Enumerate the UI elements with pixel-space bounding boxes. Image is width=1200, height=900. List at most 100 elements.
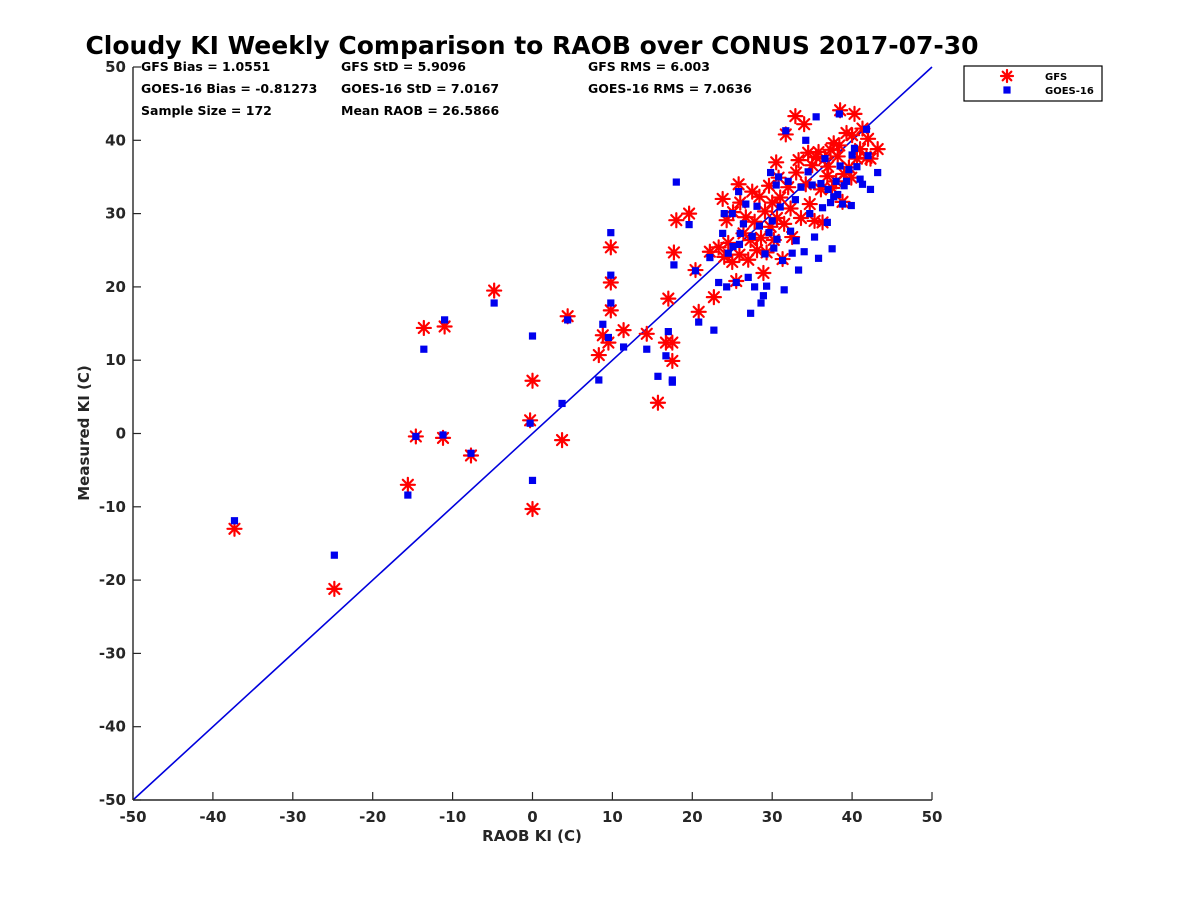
data-point (782, 200, 799, 217)
data-point (763, 282, 771, 290)
stats-block: GFS Bias = 1.0551 GFS StD = 5.9096 GFS R… (141, 59, 752, 118)
data-point (706, 253, 714, 262)
data-point (604, 333, 613, 342)
data-point (735, 240, 744, 248)
data-point (755, 222, 764, 230)
stat-mean-raob: Mean RAOB = 26.5866 (341, 103, 499, 118)
data-point (864, 152, 872, 160)
data-point (326, 580, 343, 597)
data-point (801, 195, 818, 213)
plot-area (132, 66, 933, 801)
data-point (602, 239, 619, 256)
data-point (746, 213, 763, 230)
data-point (710, 326, 718, 334)
y-tick-label: 30 (105, 205, 126, 223)
y-tick-label: -30 (99, 644, 126, 662)
data-point (796, 116, 813, 133)
data-point (490, 299, 498, 307)
data-point (847, 201, 855, 210)
stat-gfs-bias: GFS Bias = 1.0551 (141, 59, 270, 74)
data-point (821, 155, 829, 163)
y-tick-label: 10 (105, 351, 126, 369)
data-point (780, 286, 788, 294)
data-point (829, 148, 846, 165)
data-point (848, 151, 856, 159)
data-point (685, 220, 693, 229)
y-tick-label: -10 (99, 498, 126, 516)
x-tick-label: -20 (359, 808, 386, 826)
data-point (850, 144, 859, 152)
data-point (665, 244, 683, 261)
legend-goes16-label: GOES-16 (1045, 86, 1094, 97)
data-point (729, 242, 737, 251)
data-point (664, 328, 672, 336)
data-point (415, 319, 432, 337)
data-point (784, 177, 792, 185)
data-point (751, 188, 768, 205)
data-point (695, 318, 703, 326)
data-point (840, 182, 848, 190)
data-point (767, 168, 775, 177)
data-point (735, 188, 743, 196)
data-point (607, 299, 615, 307)
data-point (558, 399, 566, 408)
data-point (732, 278, 740, 287)
legend-goes16-square (1003, 86, 1011, 94)
legend-goes16-marker (1003, 86, 1011, 94)
data-point (866, 185, 875, 194)
y-tick-label: -20 (99, 571, 126, 589)
data-point (643, 345, 651, 353)
data-point (668, 212, 685, 229)
data-point (595, 376, 603, 384)
y-tick-label: 20 (105, 278, 126, 296)
data-point (736, 229, 744, 237)
x-tick-label: -50 (119, 808, 146, 826)
data-point (770, 244, 778, 252)
data-point (441, 316, 449, 324)
data-point (794, 266, 803, 274)
data-point (748, 232, 756, 240)
data-point (831, 137, 848, 154)
data-point (752, 229, 770, 246)
data-point (774, 173, 783, 181)
data-point (739, 220, 748, 228)
data-point (773, 235, 781, 243)
data-point (869, 140, 886, 158)
data-point (826, 199, 835, 207)
x-tick-label: 20 (682, 808, 703, 826)
data-point (862, 125, 871, 133)
data-point (723, 283, 731, 291)
data-point (399, 476, 416, 493)
data-point (619, 343, 628, 351)
data-point (649, 394, 667, 411)
data-point (800, 248, 808, 256)
data-point (755, 264, 772, 282)
data-point (792, 237, 800, 245)
data-point (786, 227, 795, 235)
data-point (836, 162, 844, 170)
data-point (599, 320, 607, 328)
x-axis-label: RAOB KI (C) (482, 827, 582, 845)
data-point (856, 175, 864, 183)
legend-gfs-marker (999, 68, 1015, 84)
data-point (768, 154, 785, 171)
data-point (768, 217, 776, 225)
stat-gfs-std: GFS StD = 5.9096 (341, 59, 466, 74)
legend-box (963, 65, 1103, 102)
data-point (330, 551, 338, 559)
data-point (753, 202, 761, 210)
data-point (782, 127, 790, 135)
data-point (843, 127, 861, 144)
data-point (486, 282, 503, 299)
data-point (528, 476, 537, 485)
one-to-one-line (132, 66, 933, 801)
legend: GFS GOES-16 (963, 65, 1103, 102)
data-point (842, 177, 851, 185)
data-point (808, 181, 816, 189)
data-point (524, 372, 541, 389)
chart-title: Cloudy KI Weekly Comparison to RAOB over… (85, 31, 978, 60)
data-point (806, 212, 823, 230)
data-point (719, 229, 727, 237)
data-point (790, 151, 807, 169)
